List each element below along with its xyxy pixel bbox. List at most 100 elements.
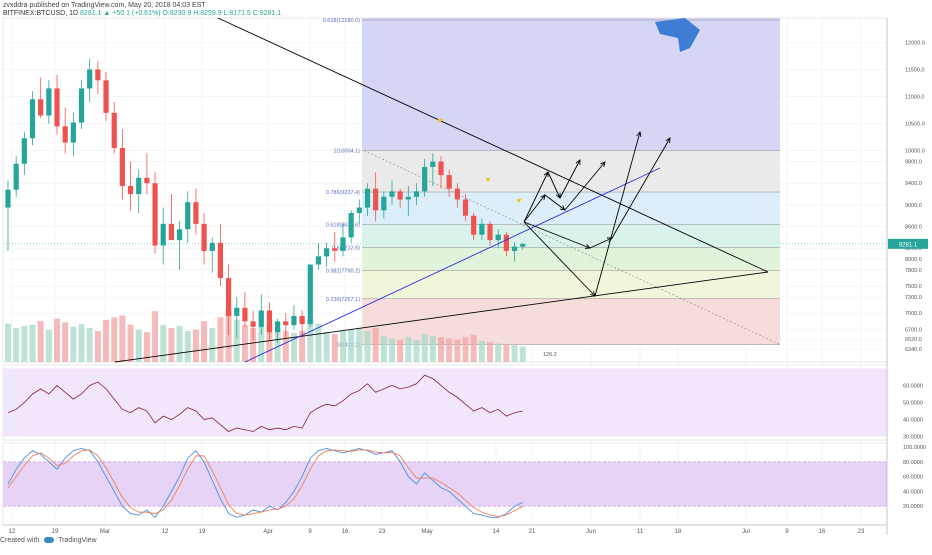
candle-body	[136, 177, 142, 195]
fibonacci-retracement[interactable]: 0.618(12180.0)1(10004.1)0.786(9237.4)0.6…	[323, 18, 781, 349]
candle-body	[87, 69, 93, 89]
volume-bars: 126.2	[5, 309, 557, 362]
candle-body	[160, 223, 166, 246]
candle-body	[324, 248, 330, 257]
volume-bar	[94, 331, 101, 362]
volume-bar	[519, 346, 526, 362]
candle-body	[503, 234, 509, 251]
descending-trendline	[217, 17, 769, 273]
volume-bar	[299, 331, 306, 362]
x-tick-label: 18	[675, 529, 682, 535]
candle-body	[152, 183, 158, 246]
scenario-arrow-line	[523, 171, 549, 223]
candle-body	[405, 196, 411, 200]
volume-bar	[54, 318, 61, 362]
candle-body	[176, 229, 183, 241]
volume-bar	[127, 324, 134, 362]
price-tick-label: 12000.0	[905, 40, 925, 46]
candle-body	[62, 126, 68, 143]
candle-body	[471, 215, 477, 235]
volume-bar	[380, 335, 387, 362]
candle-body	[5, 189, 11, 208]
stoch-tick-label: 40.0000	[903, 489, 923, 495]
candle-body	[364, 188, 371, 208]
stoch-panel: 100.0000 80.0000 60.0000 40.0000 20.0000	[3, 445, 926, 518]
rsi-panel: 60.0000 50.0000 40.0000 30.0000	[3, 368, 923, 441]
candle-body	[144, 177, 150, 184]
candle-body	[103, 80, 109, 113]
quote-values: 8281.1 ▲ +50.1 (+0.61%) O:8230.9 H:8259.…	[80, 10, 282, 17]
scenario-arrow-line	[611, 137, 671, 239]
scenario-arrow-head	[600, 161, 606, 167]
candle-body	[332, 248, 338, 251]
price-tick-label: 11000.0	[905, 95, 924, 101]
x-tick-label: 16	[819, 529, 826, 535]
price-tick-label: 6700.0	[905, 327, 922, 333]
blue-shape	[655, 18, 700, 52]
stoch-tick-label: 80.0000	[903, 460, 923, 466]
volume-bar	[266, 323, 273, 362]
volume-bar	[323, 332, 330, 362]
price-tick-label: 10500.0	[905, 122, 925, 128]
volume-bar	[233, 319, 240, 362]
price-tick-label: 9800.0	[905, 160, 922, 166]
volume-bar	[364, 331, 371, 362]
symbol-quote-line: BITFINEX:BTCUSD, 1D 8281.1 ▲ +50.1 (+0.6…	[3, 10, 281, 17]
stoch-tick-label: 20.0000	[903, 504, 923, 510]
x-tick-label: Jun	[586, 529, 596, 535]
x-tick-label: 16	[342, 529, 349, 535]
volume-bar	[37, 321, 44, 362]
candle-body	[373, 188, 379, 211]
volume-bar	[438, 337, 445, 362]
price-tick-label: 7300.0	[905, 295, 922, 301]
scenario-arrow-line	[594, 131, 641, 297]
trend-drawings[interactable]	[114, 17, 769, 363]
signal-marker	[516, 199, 522, 203]
price-tick-label: 9000.0	[905, 203, 922, 209]
volume-bar	[413, 340, 420, 362]
scenario-arrow-line	[544, 194, 566, 211]
price-tick-label: 7000.0	[905, 311, 922, 317]
fib-diagonal	[363, 150, 781, 345]
candle-body	[299, 315, 305, 325]
scenario-arrow-line	[589, 237, 613, 249]
ascending-trendline	[114, 271, 769, 363]
x-tick-label: 19	[199, 529, 206, 535]
volume-bar	[348, 329, 355, 362]
fib-level-label: 0.786(9237.4)	[326, 190, 360, 196]
volume-bar	[290, 332, 297, 362]
scenario-arrow-line	[559, 159, 581, 199]
price-tick-label: 6340.0	[905, 347, 922, 353]
fib-level-label: 0.618(12180.0)	[323, 18, 360, 24]
candle-body	[225, 278, 232, 316]
volume-bar	[21, 326, 28, 362]
symbol-label: BITFINEX:BTCUSD, 1D	[3, 10, 79, 17]
x-tick-label: 12	[162, 529, 169, 535]
volume-bar	[250, 327, 257, 362]
candle-body	[193, 202, 199, 224]
volume-bar	[119, 315, 126, 362]
volume-bar	[487, 342, 494, 362]
candle-body	[397, 191, 403, 200]
volume-bar	[13, 327, 20, 362]
candle-body	[168, 223, 174, 241]
fib-zone	[362, 247, 780, 271]
candle-body	[479, 223, 485, 235]
price-tick-label: 9400.0	[905, 181, 922, 187]
candle-body	[29, 99, 36, 139]
volume-label: 126.2	[543, 352, 557, 358]
x-tick-label: Jul	[742, 529, 750, 535]
volume-bar	[429, 335, 436, 362]
volume-bar	[143, 332, 150, 362]
volume-bar	[470, 334, 477, 362]
candle-body	[127, 185, 134, 195]
rsi-band	[3, 368, 887, 437]
volume-bar	[339, 331, 346, 362]
candle-body	[250, 321, 256, 327]
published-line: zvxddra published on TradingView.com, Ma…	[3, 2, 206, 9]
volume-bar	[103, 319, 110, 362]
candle-body	[119, 148, 125, 186]
candle-body	[520, 243, 526, 247]
volume-bar	[307, 318, 314, 362]
